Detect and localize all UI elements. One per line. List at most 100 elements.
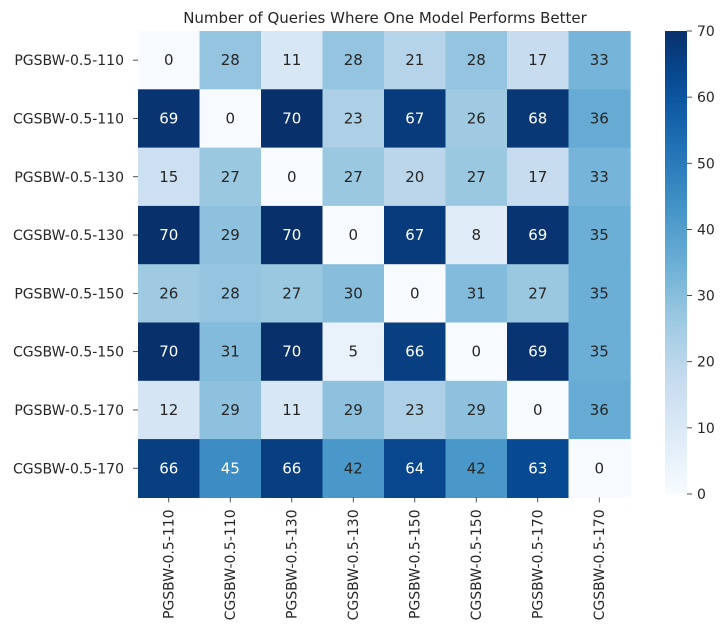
- heatmap-cell: [199, 264, 262, 324]
- chart-title: Number of Queries Where One Model Perfor…: [183, 9, 587, 27]
- cell-value-label: 28: [344, 51, 363, 69]
- cell-value-label: 0: [164, 51, 174, 69]
- cell-value-label: 28: [467, 51, 486, 69]
- row-label: PGSBW-0.5-110: [14, 53, 124, 69]
- heatmap-cell: [199, 31, 262, 90]
- cell-value-label: 42: [344, 459, 363, 477]
- heatmap-cell: [322, 322, 385, 382]
- cell-value-label: 63: [528, 459, 547, 477]
- column-label: CGSBW-0.5-110: [223, 509, 239, 620]
- heatmap-cell: [384, 205, 447, 265]
- heatmap-cell: [199, 380, 262, 440]
- heatmap-cell: [445, 380, 508, 440]
- row-label: PGSBW-0.5-170: [14, 403, 124, 419]
- cell-value-label: 29: [344, 401, 363, 419]
- cell-value-label: 67: [405, 109, 424, 127]
- heatmap-cell: [384, 264, 447, 324]
- cell-value-label: 0: [533, 401, 543, 419]
- heatmap-cell: [322, 31, 385, 90]
- cell-value-label: 35: [590, 343, 609, 361]
- heatmap-cell: [199, 205, 262, 265]
- cell-value-label: 28: [221, 284, 240, 302]
- row-label: PGSBW-0.5-130: [14, 170, 124, 186]
- heatmap-cell: [261, 31, 324, 90]
- colorbar-tick-label: 10: [697, 421, 715, 437]
- cell-value-label: 11: [282, 51, 301, 69]
- colorbar-tick-label: 0: [697, 487, 706, 503]
- heatmap-cell: [568, 439, 631, 498]
- cell-value-label: 0: [348, 226, 358, 244]
- heatmap-cell: [138, 439, 201, 498]
- cell-value-label: 29: [221, 226, 240, 244]
- heatmap-cell: [322, 264, 385, 324]
- cell-value-label: 69: [159, 109, 178, 127]
- cell-value-label: 27: [528, 284, 547, 302]
- cell-value-label: 27: [221, 168, 240, 186]
- cell-value-label: 17: [528, 168, 547, 186]
- cell-value-label: 69: [528, 343, 547, 361]
- cell-value-label: 45: [221, 459, 240, 477]
- heatmap-cell: [322, 147, 385, 207]
- heatmap-cell: [568, 205, 631, 265]
- cell-value-label: 66: [159, 459, 178, 477]
- heatmap-cell: [322, 89, 385, 149]
- cell-value-label: 67: [405, 226, 424, 244]
- cell-value-label: 70: [282, 109, 301, 127]
- heatmap-cell: [384, 89, 447, 149]
- heatmap-cell: [507, 147, 570, 207]
- row-label: CGSBW-0.5-170: [13, 461, 124, 477]
- column-label: CGSBW-0.5-170: [592, 509, 608, 620]
- heatmap-cell: [568, 147, 631, 207]
- colorbar-tick-label: 30: [697, 289, 715, 305]
- row-label: CGSBW-0.5-110: [13, 111, 124, 127]
- cell-value-label: 26: [467, 109, 486, 127]
- heatmap-cell: [568, 264, 631, 324]
- column-label: PGSBW-0.5-110: [162, 509, 178, 619]
- cell-value-label: 70: [282, 226, 301, 244]
- heatmap-cell: [507, 89, 570, 149]
- colorbar-tick-label: 20: [697, 355, 715, 371]
- heatmap-cell: [322, 205, 385, 265]
- heatmap-cell: [138, 322, 201, 382]
- heatmap-cell: [445, 264, 508, 324]
- cell-value-label: 70: [159, 343, 178, 361]
- cell-value-label: 12: [159, 401, 178, 419]
- heatmap-cell: [261, 205, 324, 265]
- heatmap-cell: [384, 322, 447, 382]
- cell-value-label: 64: [405, 459, 424, 477]
- cell-value-label: 27: [467, 168, 486, 186]
- heatmap-cell: [507, 205, 570, 265]
- heatmap-cell: [568, 31, 631, 90]
- row-label: CGSBW-0.5-130: [13, 228, 124, 244]
- colorbar-tick-label: 70: [697, 24, 715, 40]
- heatmap-cell: [568, 322, 631, 382]
- column-label: PGSBW-0.5-150: [408, 509, 424, 619]
- heatmap-cell: [199, 147, 262, 207]
- heatmap-cell: [445, 89, 508, 149]
- cell-value-label: 5: [348, 343, 358, 361]
- heatmap-cell: [445, 322, 508, 382]
- heatmap-cell: [322, 380, 385, 440]
- cell-value-label: 0: [410, 284, 420, 302]
- cell-value-label: 23: [344, 109, 363, 127]
- row-labels: PGSBW-0.5-110 CGSBW-0.5-110 PGSBW-0.5-130 C…: [13, 53, 138, 477]
- column-label: PGSBW-0.5-130: [285, 509, 301, 619]
- cell-value-label: 33: [590, 168, 609, 186]
- cell-value-label: 0: [287, 168, 297, 186]
- heatmap-cell: [445, 31, 508, 90]
- cell-value-label: 20: [405, 168, 424, 186]
- heatmap-cell: [445, 205, 508, 265]
- colorbar-tick-label: 50: [697, 156, 715, 172]
- colorbar-tick-label: 60: [697, 90, 715, 106]
- row-label: CGSBW-0.5-150: [13, 345, 124, 361]
- cell-value-label: 35: [590, 284, 609, 302]
- heatmap-cell: [138, 89, 201, 149]
- heatmap-cell: [445, 439, 508, 498]
- cell-value-label: 42: [467, 459, 486, 477]
- cell-value-label: 0: [594, 459, 604, 477]
- cell-value-label: 36: [590, 109, 609, 127]
- heatmap-cell: [384, 380, 447, 440]
- cell-value-label: 26: [159, 284, 178, 302]
- heatmap-cell: [138, 31, 201, 90]
